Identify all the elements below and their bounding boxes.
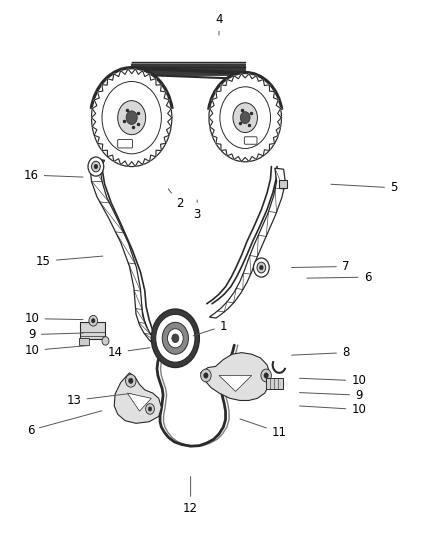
Circle shape <box>240 112 250 124</box>
FancyBboxPatch shape <box>244 137 257 144</box>
Text: 2: 2 <box>168 189 184 211</box>
Circle shape <box>264 373 268 378</box>
Circle shape <box>204 373 208 378</box>
Circle shape <box>146 403 154 414</box>
Circle shape <box>233 103 258 133</box>
Circle shape <box>89 316 98 326</box>
FancyBboxPatch shape <box>131 64 246 76</box>
Text: 6: 6 <box>307 271 371 284</box>
Circle shape <box>167 329 183 348</box>
Circle shape <box>155 314 195 362</box>
Circle shape <box>209 74 282 162</box>
Bar <box>79 338 89 345</box>
Polygon shape <box>201 353 271 400</box>
Circle shape <box>94 165 98 168</box>
Circle shape <box>126 374 136 387</box>
Polygon shape <box>219 375 252 391</box>
Text: 8: 8 <box>292 346 349 359</box>
Polygon shape <box>90 160 160 345</box>
Polygon shape <box>209 168 286 318</box>
Circle shape <box>92 69 172 166</box>
Text: 10: 10 <box>300 374 366 387</box>
Circle shape <box>151 309 199 368</box>
Polygon shape <box>92 69 172 166</box>
Circle shape <box>102 337 109 345</box>
Bar <box>80 322 106 340</box>
Bar <box>266 378 283 389</box>
Circle shape <box>201 369 211 382</box>
Circle shape <box>92 319 95 323</box>
Circle shape <box>257 262 266 273</box>
Circle shape <box>92 161 100 172</box>
Circle shape <box>261 369 272 382</box>
Circle shape <box>172 334 179 343</box>
Circle shape <box>102 82 161 154</box>
Polygon shape <box>127 393 151 411</box>
Text: 7: 7 <box>292 260 350 273</box>
Circle shape <box>126 111 137 124</box>
Circle shape <box>260 265 263 270</box>
Text: 6: 6 <box>27 411 102 437</box>
Circle shape <box>88 157 104 176</box>
Text: 14: 14 <box>108 346 150 359</box>
Bar <box>279 180 287 188</box>
Text: 3: 3 <box>194 200 201 221</box>
Circle shape <box>148 407 152 411</box>
Text: 5: 5 <box>331 181 397 195</box>
Text: 12: 12 <box>183 477 198 515</box>
Text: 9: 9 <box>300 389 363 402</box>
Circle shape <box>220 87 271 149</box>
Circle shape <box>254 258 269 277</box>
Circle shape <box>162 322 188 354</box>
Circle shape <box>118 101 146 135</box>
Text: 10: 10 <box>25 344 90 357</box>
Text: 4: 4 <box>215 13 223 35</box>
Text: 13: 13 <box>67 393 131 407</box>
FancyBboxPatch shape <box>118 140 133 148</box>
Text: 9: 9 <box>28 328 83 341</box>
Text: 15: 15 <box>36 255 103 268</box>
Text: 16: 16 <box>24 168 83 182</box>
Text: 11: 11 <box>240 419 287 439</box>
Polygon shape <box>114 373 161 423</box>
Polygon shape <box>209 74 282 161</box>
Text: 10: 10 <box>300 403 366 416</box>
Text: 10: 10 <box>25 312 83 325</box>
Circle shape <box>129 378 133 383</box>
Text: 1: 1 <box>193 320 227 336</box>
